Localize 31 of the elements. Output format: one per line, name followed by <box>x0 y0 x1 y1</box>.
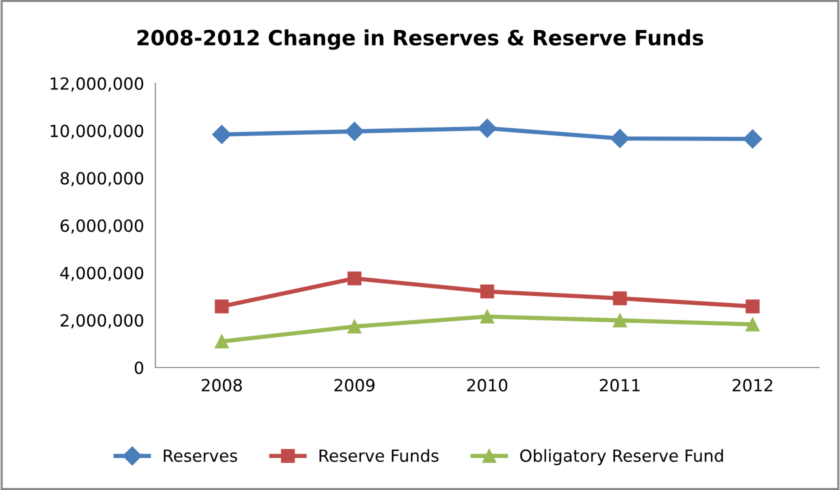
point <box>610 128 630 148</box>
y-tick-label: 10,000,000 <box>50 124 144 139</box>
point <box>746 299 760 314</box>
y-tick-label: 0 <box>134 361 144 374</box>
y-tick-label: 6,000,000 <box>60 219 144 234</box>
point <box>743 129 762 148</box>
legend-label: Reserves <box>164 450 238 462</box>
point <box>214 334 229 348</box>
x-tick-label: 2012 <box>732 378 772 392</box>
point <box>348 320 362 334</box>
point <box>212 124 232 144</box>
point <box>480 284 494 298</box>
legend-label: Reserve Funds <box>320 449 438 462</box>
point <box>746 317 760 332</box>
point <box>480 310 494 324</box>
y-tick-label: 2,000,000 <box>60 314 144 328</box>
point <box>214 299 229 314</box>
point <box>344 122 364 141</box>
legend-label: Obligatory Reserve Fund <box>520 449 723 466</box>
chart-title: 2008-2012 Change in Reserves & Reserve Funds <box>138 29 704 50</box>
point <box>612 291 627 306</box>
y-tick-label: 12,000,000 <box>50 77 144 92</box>
point <box>478 118 497 138</box>
y-tick-label: 8,000,000 <box>60 172 144 186</box>
point <box>612 313 627 328</box>
point <box>348 272 362 286</box>
x-tick-label: 2011 <box>600 378 640 392</box>
x-tick-label: 2008 <box>202 378 242 392</box>
x-tick-label: 2009 <box>334 378 375 392</box>
x-tick-label: 2010 <box>467 378 508 392</box>
y-tick-label: 4,000,000 <box>60 266 144 282</box>
